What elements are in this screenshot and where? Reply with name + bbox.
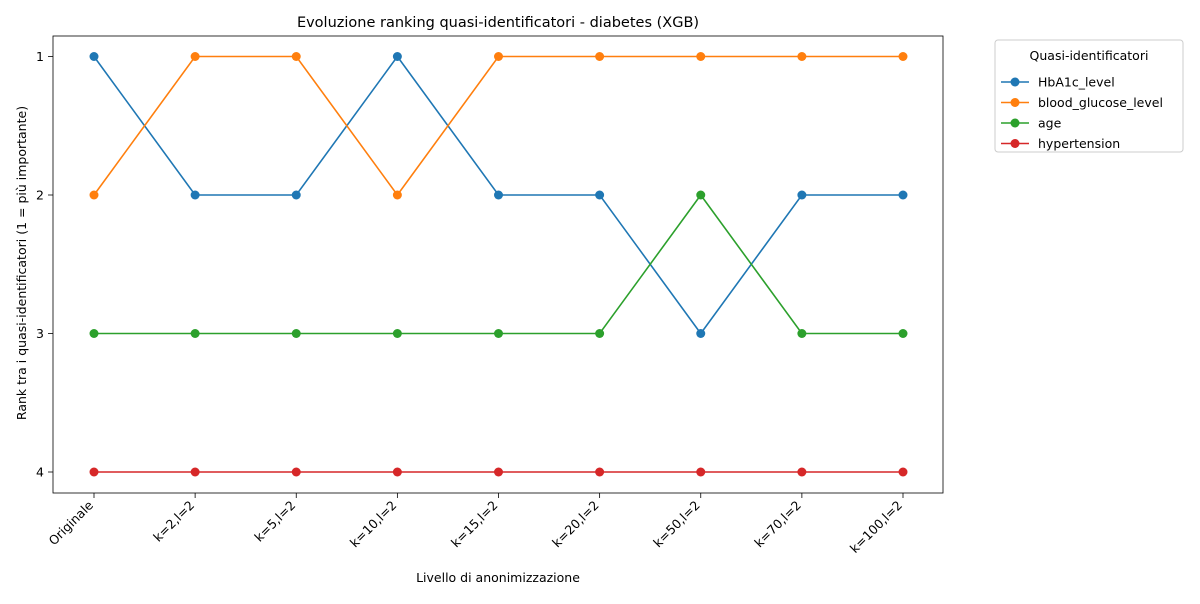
x-tick-label: k=50,l=2 [650,498,703,551]
data-point-HbA1c_level [797,190,807,200]
data-point-HbA1c_level [898,190,908,200]
y-axis-label: Rank tra i quasi-identificatori (1 = più… [14,106,29,420]
x-tick-label: k=2,l=2 [150,498,197,545]
legend-label: HbA1c_level [1038,75,1115,90]
data-point-blood_glucose_level [696,52,706,61]
y-tick-label: 1 [36,49,44,64]
data-point-age [291,329,301,338]
data-point-age [696,190,706,200]
data-point-HbA1c_level [595,190,605,200]
data-point-age [190,329,200,338]
x-tick-label: k=15,l=2 [448,498,501,551]
data-point-HbA1c_level [89,52,99,61]
legend-title: Quasi-identificatori [1030,48,1149,63]
data-point-age [392,329,402,338]
x-tick-label: k=20,l=2 [549,498,602,551]
series-line-blood_glucose_level [93,55,903,197]
data-point-hypertension [291,467,301,477]
data-point-hypertension [89,467,99,477]
data-point-blood_glucose_level [595,52,605,61]
data-point-hypertension [190,467,200,477]
data-point-blood_glucose_level [89,190,99,200]
data-point-hypertension [797,467,807,477]
x-tick-label: k=100,l=2 [847,498,905,556]
x-tick-label: k=10,l=2 [347,498,400,551]
y-tick-label: 2 [36,188,44,203]
legend-label: hypertension [1038,136,1120,151]
data-point-blood_glucose_level [190,52,200,61]
data-point-hypertension [696,467,706,477]
data-point-hypertension [898,467,908,477]
y-tick-label: 3 [36,326,44,341]
data-point-age [797,329,807,338]
y-tick-label: 4 [36,465,44,480]
x-tick-label: k=5,l=2 [251,498,298,545]
legend: Quasi-identificatori HbA1c_level blood_glu… [994,39,1184,153]
chart-title: Evoluzione ranking quasi-identificatori … [297,15,699,31]
legend-marker [1010,77,1020,87]
plot-area: Originale k=2,l=2 k=5,l=2 k=10,l=2 k=15,l=2 k… [36,35,944,556]
data-point-hypertension [595,467,605,477]
legend-label: age [1038,116,1062,131]
x-tick-label: k=70,l=2 [751,498,804,551]
legend-label: blood_glucose_level [1038,95,1163,110]
data-point-age [494,329,503,338]
x-axis-label: Livello di anonimizzazione [416,570,580,585]
data-point-blood_glucose_level [494,52,503,61]
axes-frame [52,35,944,494]
data-point-blood_glucose_level [291,52,301,61]
legend-box [994,39,1184,153]
legend-marker [1010,98,1020,107]
data-point-HbA1c_level [392,52,402,61]
x-tick-label: Originale [45,497,96,548]
data-point-blood_glucose_level [392,190,402,200]
data-point-HbA1c_level [291,190,301,200]
series-line-age [94,193,903,335]
data-point-HbA1c_level [494,190,503,200]
legend-marker [1010,139,1020,148]
data-point-blood_glucose_level [898,52,908,61]
data-point-hypertension [392,467,402,477]
data-point-age [89,329,99,338]
data-point-age [595,329,605,338]
data-point-HbA1c_level [696,329,706,338]
legend-marker [1010,118,1020,128]
data-point-blood_glucose_level [797,52,807,61]
data-point-HbA1c_level [190,190,200,200]
data-point-hypertension [494,467,503,477]
data-point-age [898,329,908,338]
